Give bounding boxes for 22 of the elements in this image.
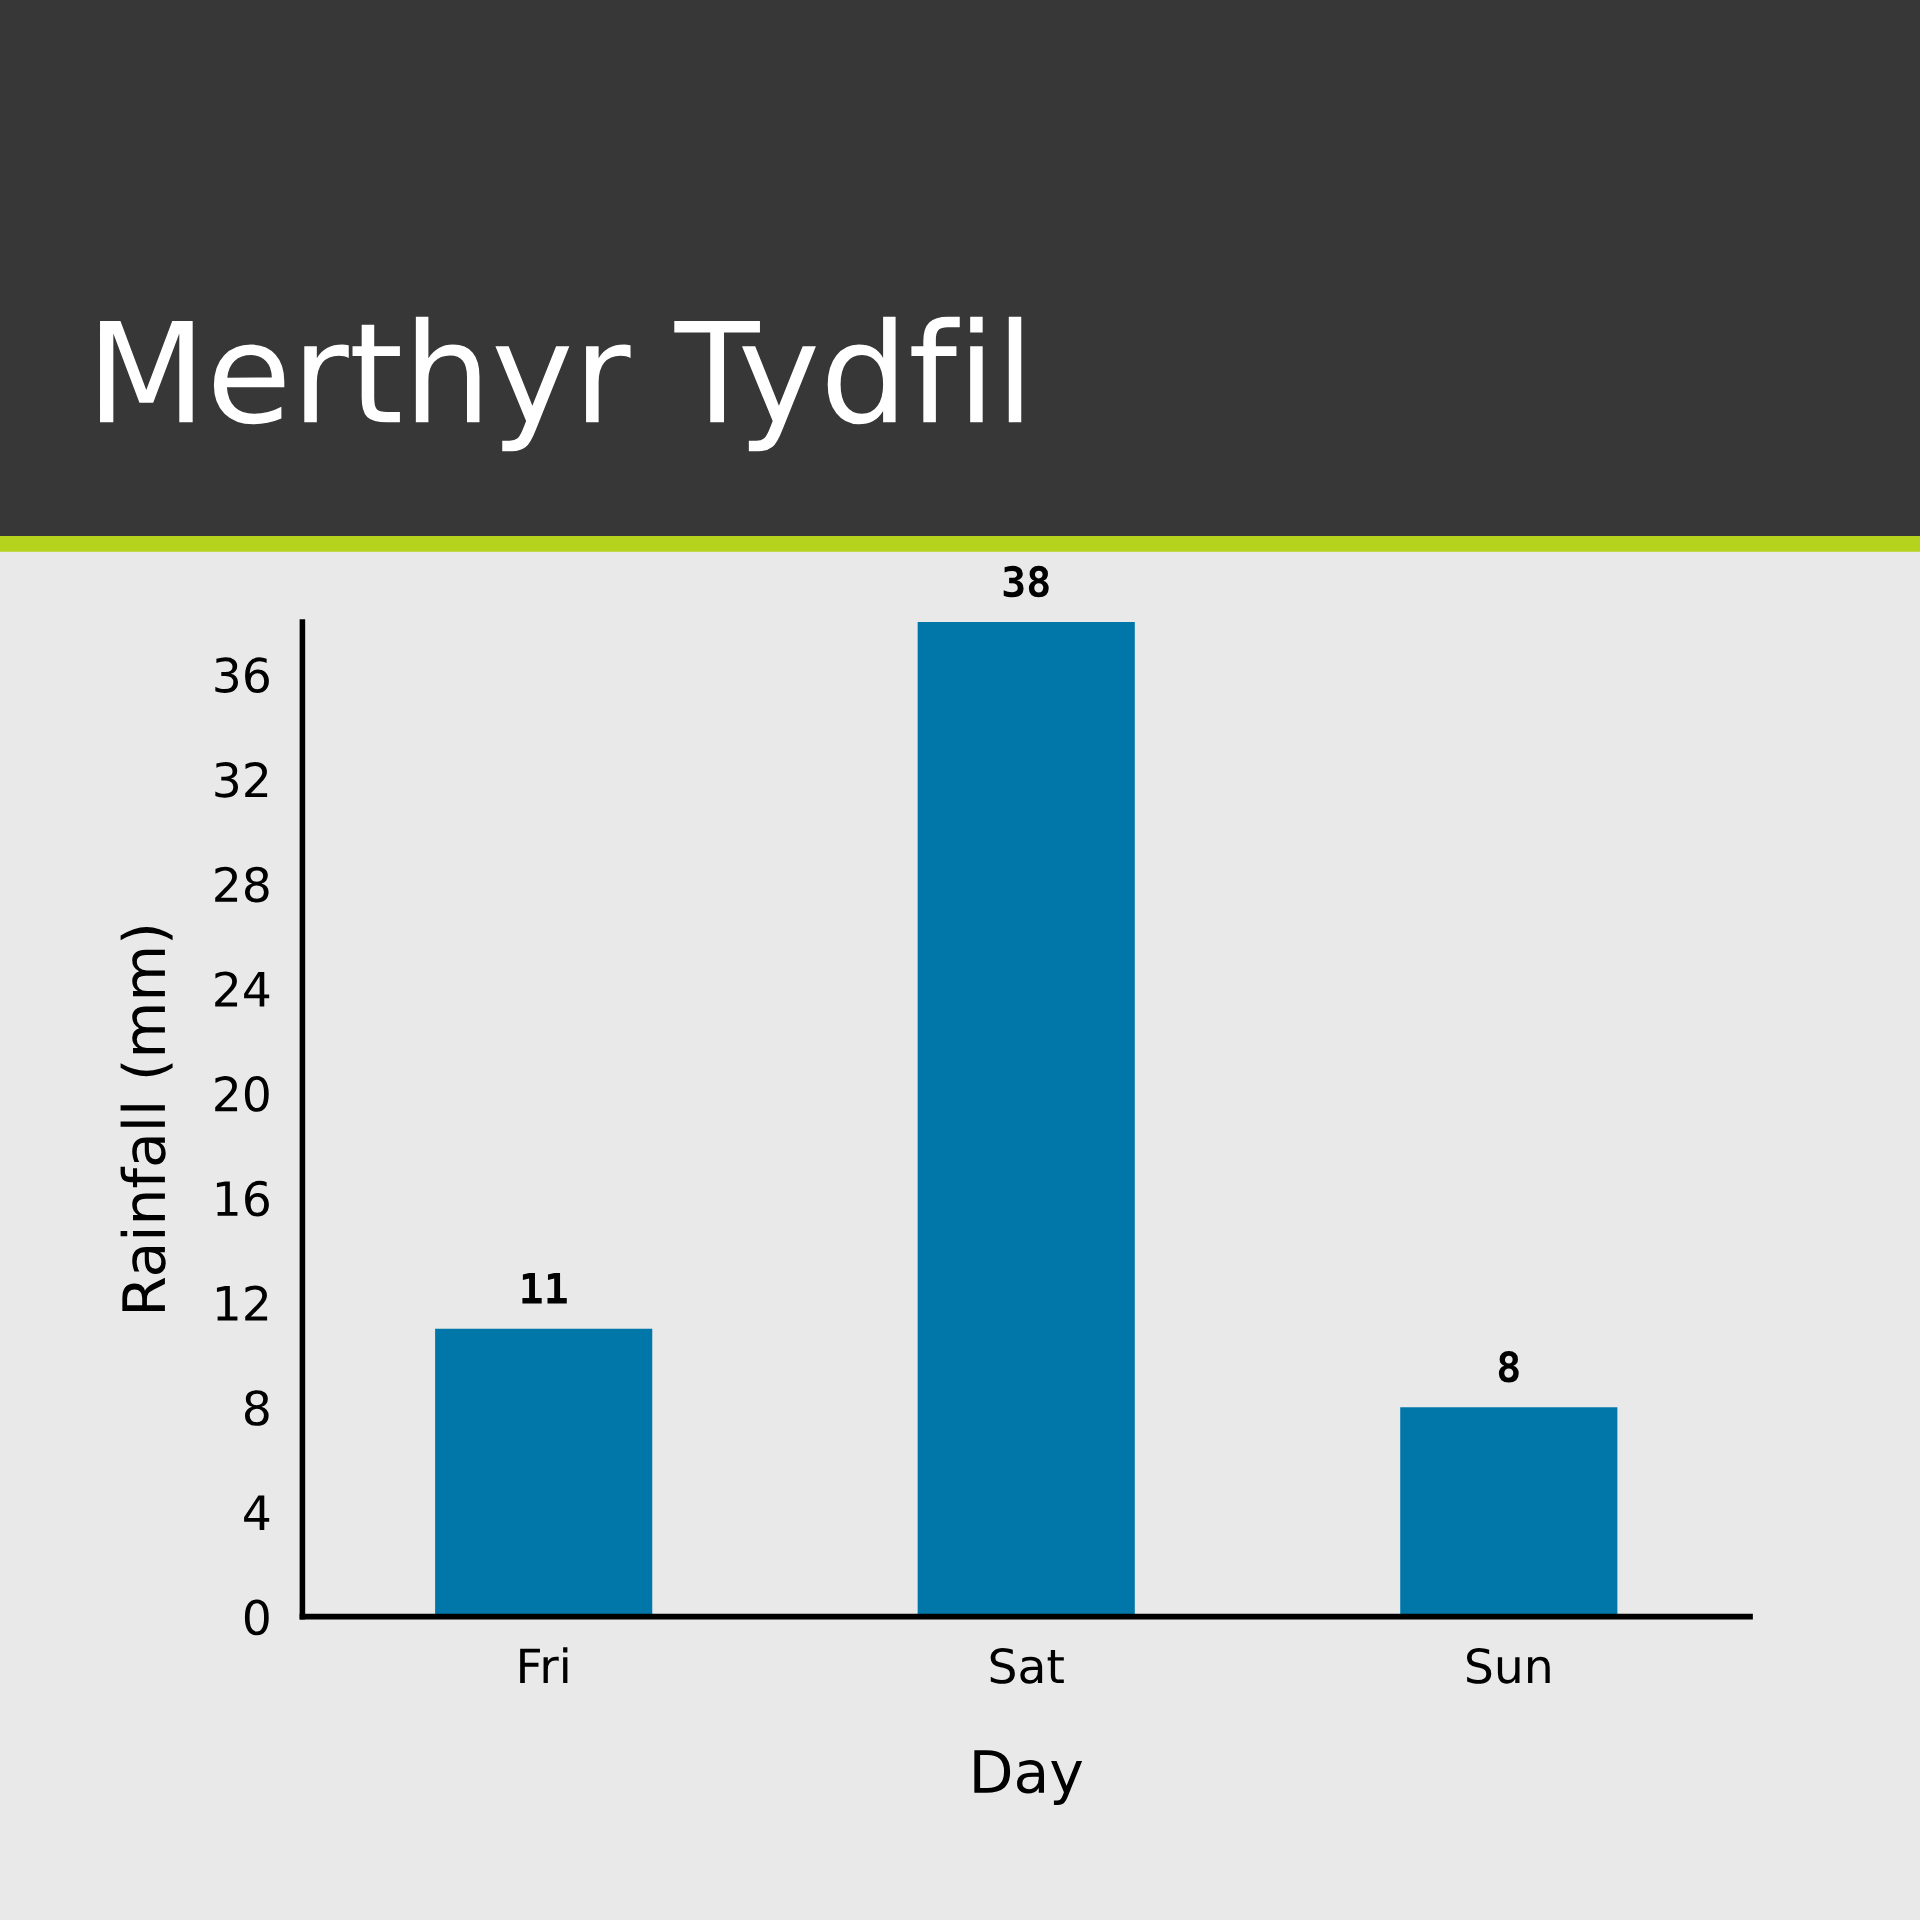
data-label: 8 [1498,1351,1519,1383]
data-label: 11 [522,1273,567,1304]
y-tick-label: 36 [215,657,269,694]
y-axis-title: Rainfall (mm) [120,927,173,1311]
x-tick-label: Fri [520,1647,568,1684]
y-tick-label: 4 [244,1495,270,1530]
data-label: 38 [1003,565,1049,598]
y-tick-label: 24 [215,971,270,1007]
x-axis-title: Day [974,1750,1083,1805]
bar [435,1328,653,1617]
x-tick-label: Sun [1467,1648,1550,1684]
bar [1400,1407,1618,1617]
y-tick-label: 12 [216,1285,268,1321]
y-tick-label: 0 [244,1599,269,1636]
x-tick-label: Sat [990,1648,1064,1684]
y-tick-label: 32 [215,762,268,798]
y-tick-label: 20 [215,1076,269,1112]
y-tick-label: 8 [245,1390,269,1426]
y-tick-label: 28 [215,866,269,903]
bar [917,622,1135,1617]
y-tick-label: 16 [216,1180,269,1217]
chart-title: Merthyr Tydfil [100,316,1022,452]
